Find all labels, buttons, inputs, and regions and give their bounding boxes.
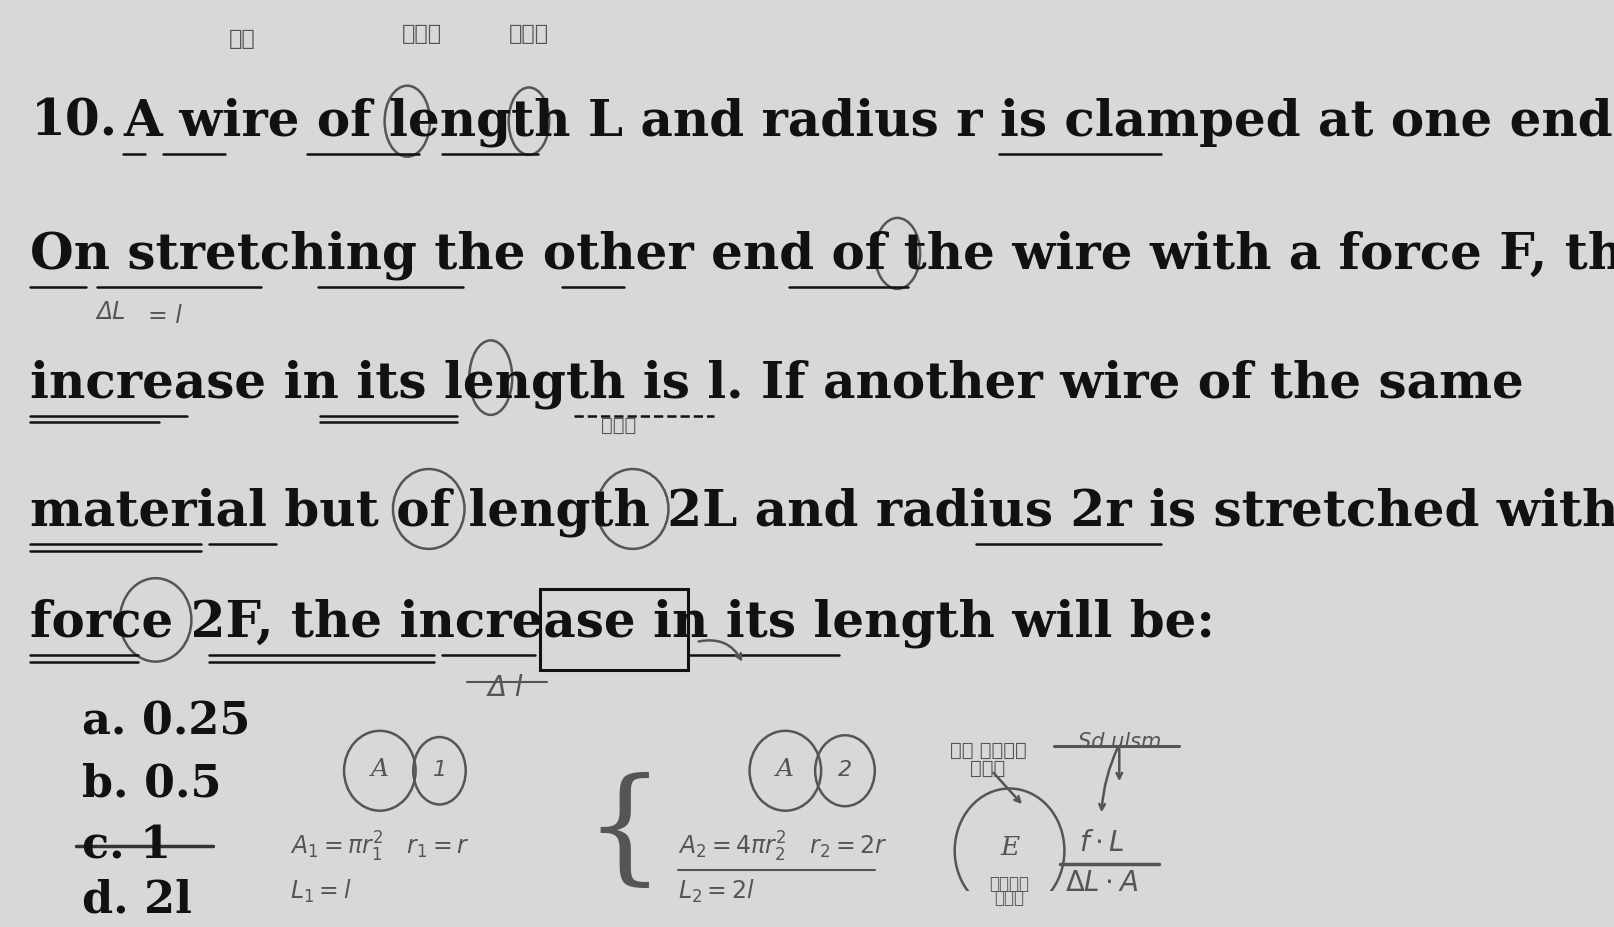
Text: الت: الت xyxy=(970,757,1006,777)
Text: $A_1 = \pi r_1^2$   $r_1 = r$: $A_1 = \pi r_1^2$ $r_1 = r$ xyxy=(291,829,470,863)
Text: $A_2 = 4\pi r_2^2$   $r_2 = 2r$: $A_2 = 4\pi r_2^2$ $r_2 = 2r$ xyxy=(678,829,886,863)
Text: A: A xyxy=(371,757,389,781)
Text: $f \cdot L$: $f \cdot L$ xyxy=(1078,829,1123,857)
Text: material but of length 2L and radius 2r is stretched with a: material but of length 2L and radius 2r … xyxy=(31,488,1614,537)
Text: A: A xyxy=(776,757,794,781)
Text: 2: 2 xyxy=(838,759,852,779)
Text: الت: الت xyxy=(994,888,1023,906)
Text: On stretching the other end of the wire with a force F, the: On stretching the other end of the wire … xyxy=(31,230,1614,280)
Text: b. 0.5: b. 0.5 xyxy=(82,762,221,805)
Text: increase in its length is l. If another wire of the same: increase in its length is l. If another … xyxy=(31,359,1524,408)
Text: ﻞﻠ: ﻞﻠ xyxy=(229,29,257,48)
Text: {: { xyxy=(584,772,663,894)
Text: $L_1 = l$: $L_1 = l$ xyxy=(291,877,352,905)
Text: ΔL: ΔL xyxy=(97,299,126,324)
Text: E: E xyxy=(999,833,1018,858)
Text: $L_2 = 2l$: $L_2 = 2l$ xyxy=(678,877,754,905)
Text: d. 2l: d. 2l xyxy=(82,877,192,921)
Text: نقا: نقا xyxy=(508,24,549,44)
Text: Δ l: Δ l xyxy=(487,673,523,702)
Text: A wire of length L and radius r is clamped at one end.: A wire of length L and radius r is clamp… xyxy=(123,97,1614,146)
Text: دول: دول xyxy=(402,24,441,44)
Text: Sd ulsm: Sd ulsm xyxy=(1077,731,1160,751)
Text: كاس: كاس xyxy=(600,415,636,434)
Text: صح الان: صح الان xyxy=(949,740,1027,759)
Text: force 2F, the increase in its length will be:: force 2F, the increase in its length wil… xyxy=(31,598,1214,648)
Text: 1: 1 xyxy=(433,759,445,779)
Text: $\Delta L \cdot A$: $\Delta L \cdot A$ xyxy=(1064,869,1138,896)
Text: = l: = l xyxy=(148,304,182,328)
Text: المو: المو xyxy=(989,874,1028,892)
Text: a. 0.25: a. 0.25 xyxy=(82,700,250,743)
Text: 10.: 10. xyxy=(31,97,118,146)
Text: c. 1: c. 1 xyxy=(82,824,171,867)
